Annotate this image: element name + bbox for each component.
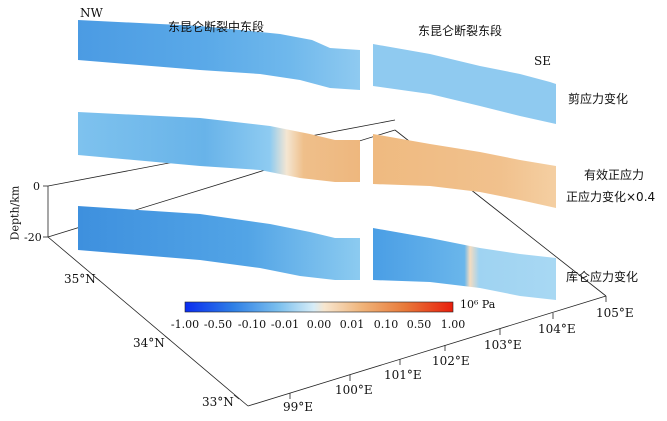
colorbar-tick-label: -0.50 [203,318,233,331]
depth-tick-20: -20 [24,231,42,244]
nw-label: NW [80,6,103,20]
shear-strip-left [78,20,360,90]
shear-stress-panel [78,20,556,124]
coulomb-strip-left [78,206,360,280]
depth-tick-0: 0 [33,180,40,193]
lon-tick-102: 102°E [432,354,470,368]
lat-tick-33: 33°N [202,395,234,409]
depth-axis-label: Depth/km [8,185,22,241]
shear-strip-right [373,44,556,124]
lon-ticks [289,296,607,399]
coulomb-stress-panel [78,206,556,300]
depth-ticks [43,185,48,238]
colorbar-tick-label: 0.01 [339,318,365,331]
se-label: SE [534,54,551,68]
segment-mid-east-label: 东昆仑断裂中东段 [168,20,265,34]
colorbar-tick-label: -1.00 [170,318,200,331]
panel-coulomb-label: 库仑应力变化 [566,270,639,284]
colorbar-ramp [184,301,454,313]
colorbar-tick-label: -0.01 [270,318,300,331]
lon-tick-101: 101°E [384,368,422,382]
lat-tick-34: 34°N [133,336,165,350]
segment-east-label: 东昆仑断裂东段 [418,24,503,38]
lat-ticks [94,276,240,400]
lon-tick-105: 105°E [596,306,634,320]
colorbar-tick-label: 1.00 [440,318,466,331]
colorbar [184,301,454,313]
panel-normal-label-line2: 正应力变化×0.4 [566,190,656,204]
lon-tick-99: 99°E [283,400,314,414]
normal-stress-panel [78,112,556,208]
colorbar-unit: 10⁶ Pa [460,298,496,311]
lat-tick-35: 35°N [64,272,96,286]
lon-tick-104: 104°E [538,322,576,336]
lon-tick-100: 100°E [335,383,373,397]
normal-strip-right [373,134,556,208]
normal-strip-left [78,112,360,182]
lon-tick-103: 103°E [484,338,522,352]
coulomb-strip-right [373,228,556,300]
panel-shear-label: 剪应力变化 [568,92,629,106]
colorbar-tick-label: 0.50 [406,318,432,331]
colorbar-tick-label: 0.00 [306,318,332,331]
colorbar-tick-label: -0.10 [237,318,267,331]
panel-normal-label-line1: 有效正应力 [584,168,645,182]
colorbar-tick-label: 0.10 [373,318,399,331]
